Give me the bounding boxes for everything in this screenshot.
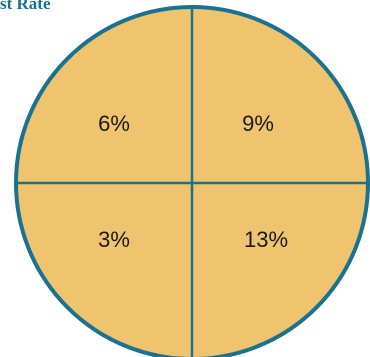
- quadrant-top-right-label: 9%: [242, 111, 274, 136]
- quadrant-bottom-right-label: 13%: [244, 227, 288, 252]
- quadrant-bottom-left-label: 3%: [98, 227, 130, 252]
- quadrant-top-left-label: 6%: [98, 111, 130, 136]
- diagram-title: st Rate: [0, 0, 51, 13]
